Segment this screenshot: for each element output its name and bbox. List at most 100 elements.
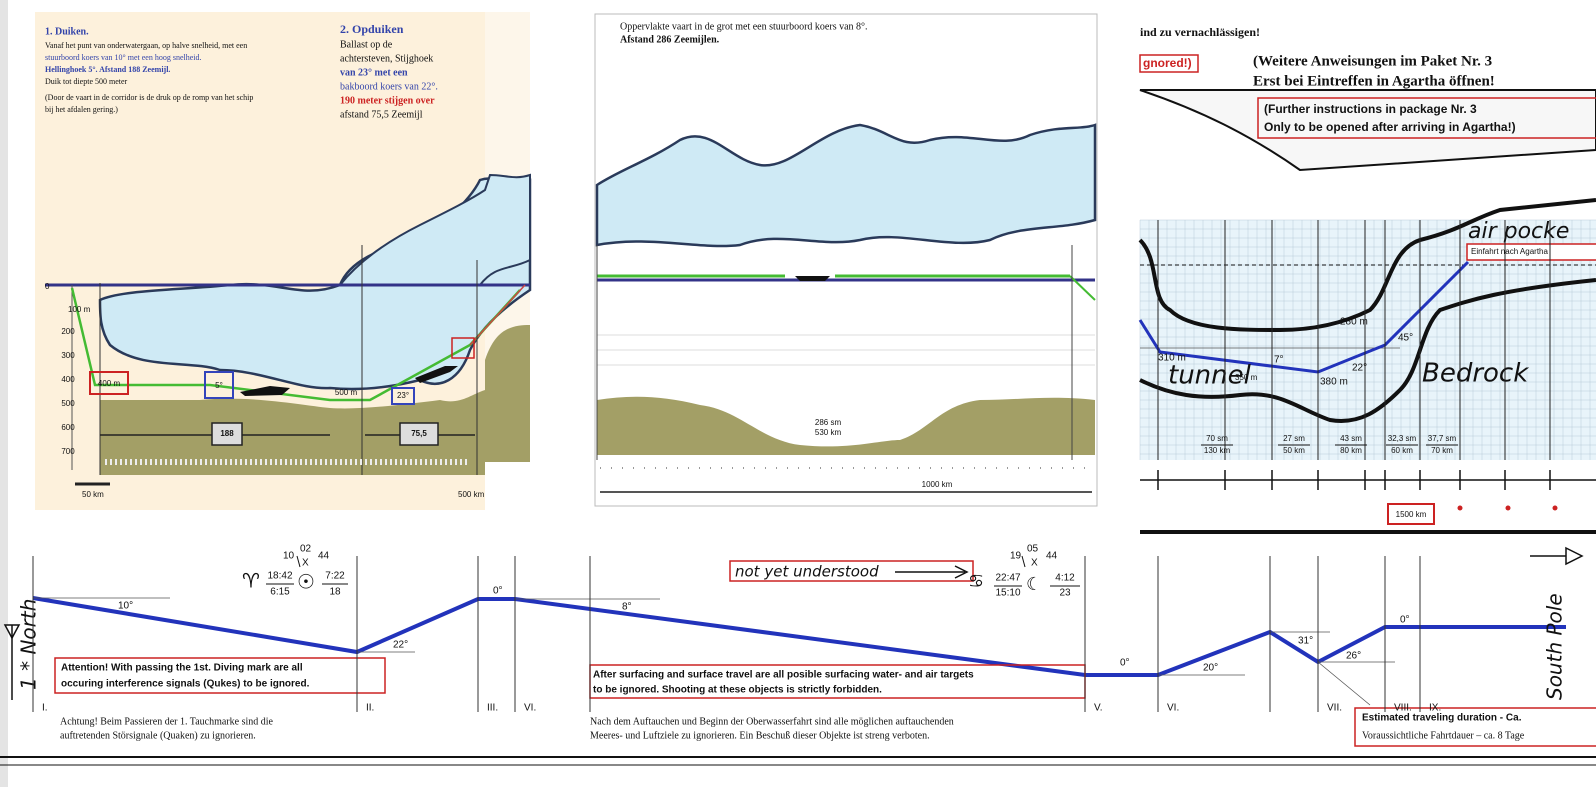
astro-value: 18:42 (267, 571, 292, 582)
text-line: bij het afdalen gering.) (45, 105, 118, 114)
shape (1139, 278, 1596, 423)
shape (391, 387, 415, 405)
astro-symbol: ♋ (968, 571, 984, 592)
text-line: Meeres- und Luftziele zu ignorieren. Ein… (590, 730, 930, 741)
shape (1466, 243, 1596, 261)
section-numeral: V. (1094, 703, 1103, 714)
astro-value: 7:22 (325, 571, 345, 582)
shape (485, 325, 530, 462)
label: 45° (1398, 333, 1413, 344)
label: tunnel (1168, 361, 1252, 391)
angle-label: 0° (493, 586, 503, 597)
label: 23° (397, 391, 409, 400)
text-line: Only to be opened after arriving in Agar… (1264, 120, 1516, 134)
duration: Voraussichtliche Fahrtdauer – ca. 8 Tage (1362, 730, 1525, 741)
label: 7° (1274, 355, 1284, 366)
label: 5° (215, 381, 223, 390)
dot (1505, 505, 1511, 511)
shape (954, 565, 969, 579)
astro-symbol: ☾ (1026, 574, 1042, 595)
astro-value: 4:12 (1055, 573, 1075, 584)
label: 22° (1352, 363, 1367, 374)
shape (240, 386, 290, 396)
group: 70 sm 130 km 27 sm 50 km 43 sm 80 km 32,3 sm 60… (1157, 220, 1558, 511)
shape (399, 422, 439, 446)
astro-value: 44 (1046, 551, 1058, 562)
text-line: Ballast op de (340, 39, 393, 50)
shape (1257, 97, 1596, 139)
text-line: Achtung! Beim Passieren der 1. Tauchmark… (60, 716, 274, 727)
astro-value: 6:15 (270, 587, 290, 598)
shape (1387, 503, 1435, 525)
depth-label: 100 m (68, 305, 91, 314)
text-line: 190 meter stijgen over (340, 95, 435, 106)
label: Bedrock (1422, 359, 1529, 389)
angle-label: 0° (1400, 615, 1410, 626)
shape (1139, 89, 1596, 172)
heading: 2. Opduiken (340, 22, 404, 36)
segment-label: 70 km (1431, 446, 1453, 455)
astro-value: 15:10 (995, 588, 1020, 599)
shape (795, 276, 830, 281)
shape (204, 371, 234, 399)
section-numeral: VII. (1327, 703, 1342, 714)
shape (469, 284, 526, 346)
section-numeral: II. (366, 703, 374, 714)
shape (89, 371, 129, 395)
edge (0, 0, 8, 787)
label: Einfahrt nach Agartha (1471, 247, 1548, 256)
text-line: (Door de vaart in de corridor is de druk… (45, 93, 253, 102)
note: not yet understood (735, 563, 879, 581)
dot (1552, 505, 1558, 511)
north-label: 1 * North (17, 599, 41, 690)
astro-value: 05 (1027, 544, 1039, 555)
segment-label: 32,3 sm (1388, 434, 1417, 443)
text-line: Oppervlakte vaart in de grot met een stu… (620, 21, 868, 32)
text-line: stuurboord koers van 10° met een hoog sn… (45, 53, 202, 62)
text-line: Vanaf het punt van onderwatergaan, op ha… (45, 41, 247, 50)
dive-panel: 1. Duiken. Vanaf het punt van onderwater… (35, 12, 532, 510)
label: 280 m (1340, 317, 1368, 328)
label: 350 m (1235, 373, 1258, 382)
shape (1565, 546, 1584, 566)
angle-label: 26° (1346, 651, 1361, 662)
text-line: Erst bei Eintreffen in Agartha öffnen! (1253, 73, 1495, 89)
segment-label: 50 km (1283, 446, 1305, 455)
angle-label: 22° (393, 640, 408, 651)
depth-label: 300 (61, 351, 75, 360)
astro-value: X (302, 558, 309, 569)
segment-label: 130 km (1204, 446, 1231, 455)
text-line: auftretenden Störsignale (Quaken) zu ign… (60, 730, 256, 741)
label: air pocke (1468, 219, 1569, 244)
angle-label: 0° (1120, 658, 1130, 669)
astro-value: 23 (1059, 588, 1071, 599)
scale-label: 1000 km (922, 480, 953, 489)
astro-value: 44 (318, 551, 330, 562)
shape (54, 657, 386, 694)
tunnel-panel: ind zu vernachlässigen! gnored!) (Weiter… (1138, 25, 1596, 534)
text-line: occuring interference signals (Qukes) to… (61, 679, 310, 690)
shape (1021, 555, 1026, 568)
text-line: Nach dem Auftauchen und Beginn der Oberw… (590, 716, 954, 727)
astro-symbol: ♈ (242, 569, 260, 593)
label: 75,5 (411, 429, 427, 438)
text-line: bakboord koers van 22°. (340, 81, 438, 92)
scale-label: 500 km (458, 490, 485, 499)
shape (32, 596, 1566, 677)
text-line: Duik tot diepte 500 meter (45, 77, 128, 86)
shape (1354, 707, 1596, 747)
route-profile: 1 * North South Pole 10° 22° 0° 8° 0° 20… (0, 544, 1596, 766)
label: 286 sm (815, 418, 842, 427)
scale-label: 50 km (82, 490, 104, 499)
scale-label: 1500 km (1396, 510, 1427, 519)
depth-label: 0 (45, 282, 50, 291)
text-line: Afstand 286 Zeemijlen. (620, 34, 720, 45)
shape (296, 555, 301, 568)
label: 500 m (335, 388, 358, 397)
segment-label: 43 sm (1340, 434, 1362, 443)
text-line: van 23° met een (340, 67, 408, 78)
label: 310 m (1158, 353, 1186, 364)
shape (729, 560, 974, 582)
angle-label: 31° (1298, 636, 1313, 647)
dot (1457, 505, 1463, 511)
